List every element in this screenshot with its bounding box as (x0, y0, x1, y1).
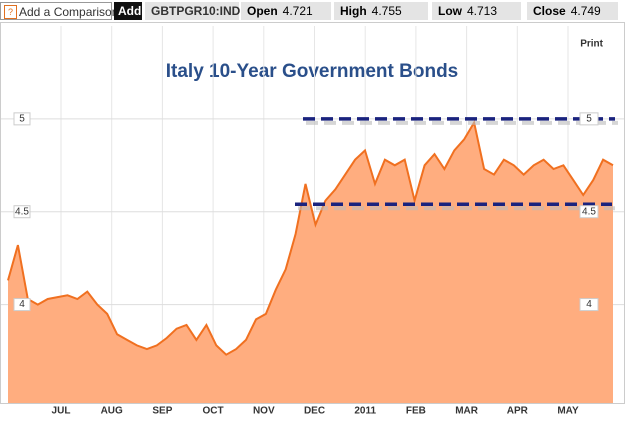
y-tick-box (579, 298, 599, 312)
stat: Low 4.713 (432, 2, 521, 20)
y-tick-box (579, 205, 599, 219)
x-tick-label: NOV (253, 406, 275, 417)
add-button[interactable]: Add (114, 2, 142, 20)
stat-label: Open (247, 4, 278, 18)
y-tick-label: 4 (19, 299, 25, 310)
stat: Open 4.721 (241, 2, 331, 20)
stat-value: 4.721 (282, 4, 313, 18)
toolbar: ? Add a Comparison Add GBTPGR10:IND Open… (0, 0, 625, 22)
x-tick-label: JUL (52, 406, 71, 417)
stat-label: High (340, 4, 367, 18)
comparison-input[interactable]: ? Add a Comparison (0, 2, 118, 20)
stat: Close 4.749 (527, 2, 618, 20)
y-tick-label: 5 (586, 113, 592, 124)
y-tick-label: 4 (586, 299, 592, 310)
y-tick-box (13, 112, 31, 126)
chart-title: Italy 10-Year Government Bonds (166, 61, 459, 82)
area (8, 122, 613, 403)
y-tick-label: 5 (19, 113, 25, 124)
y-tick-label: 4.5 (15, 206, 29, 217)
x-tick-label: SEP (152, 406, 172, 417)
y-tick-label: 4.5 (582, 206, 596, 217)
ticker: GBTPGR10:IND (145, 2, 240, 20)
x-tick-label: MAR (455, 406, 479, 417)
y-tick-box (13, 298, 31, 312)
stat-label: Low (438, 4, 462, 18)
print-link[interactable]: Print (580, 39, 603, 50)
x-tick-label: DEC (304, 406, 325, 417)
x-tick-label: FEB (406, 406, 426, 417)
comparison-placeholder: Add a Comparison (19, 5, 119, 19)
stat-value: 4.713 (467, 4, 498, 18)
help-icon: ? (4, 5, 17, 19)
chart: Italy 10-Year Government Bonds Print 4 4 4… (0, 22, 625, 417)
x-tick-label: 2011 (354, 406, 376, 417)
x-tick-label: OCT (203, 406, 224, 417)
y-tick-box (13, 205, 31, 219)
line (7, 119, 614, 356)
stat: High 4.755 (334, 2, 428, 20)
stat-value: 4.755 (371, 4, 402, 18)
x-tick-label: AUG (101, 406, 123, 417)
x-tick-label: MAY (557, 406, 579, 417)
x-tick-label: APR (507, 406, 529, 417)
stat-value: 4.749 (570, 4, 601, 18)
stat-label: Close (533, 4, 566, 18)
y-tick-box (579, 112, 599, 126)
